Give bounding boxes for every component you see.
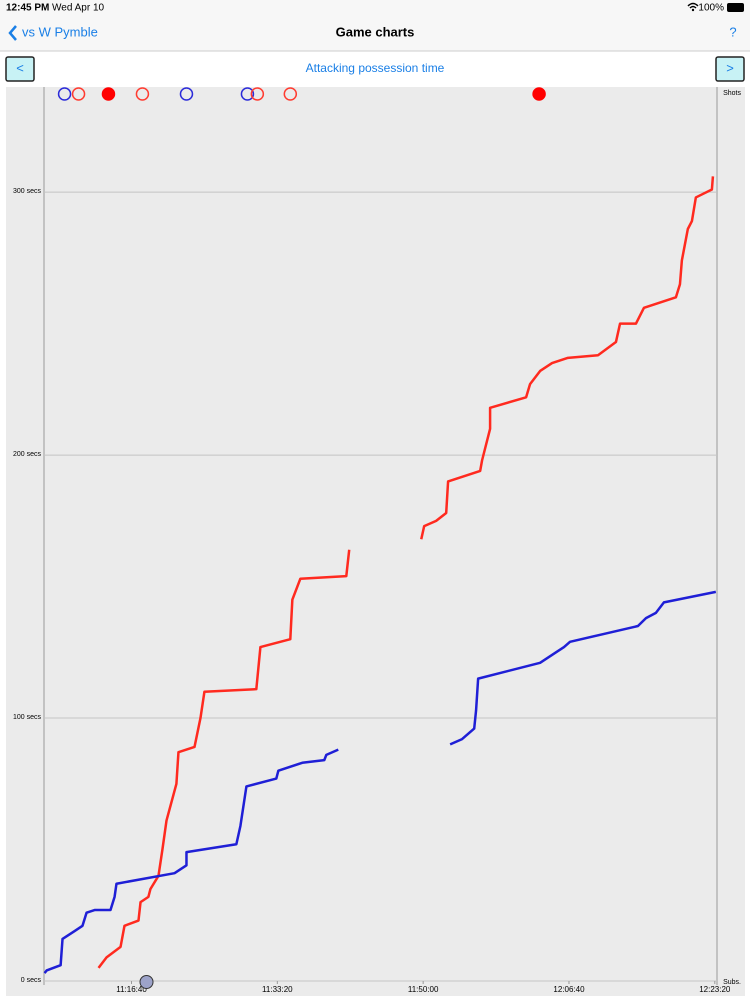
prev-button-bg[interactable] (5, 56, 35, 82)
next-button[interactable]: > (726, 60, 734, 75)
shot-marker (240, 87, 255, 101)
x-tick-label: 12:06:40 (553, 985, 585, 994)
shot-marker (135, 87, 150, 101)
y-tick-label: 200 secs (13, 451, 42, 458)
x-tick-label: 11:50:00 (408, 985, 439, 994)
header-bg (0, 0, 750, 51)
shot-marker (532, 87, 546, 101)
status-date: Wed Apr 10 (52, 3, 105, 14)
y-tick-label: 100 secs (13, 714, 42, 721)
wifi-dot (691, 8, 695, 12)
shots-label: Shots (723, 90, 741, 97)
back-chevron[interactable] (8, 25, 17, 41)
prev-button[interactable]: < (16, 60, 24, 75)
y-tick-label: 300 secs (13, 188, 42, 195)
help-button[interactable]: ? (729, 24, 736, 39)
x-tick-label: 11:33:20 (262, 985, 293, 994)
subs-label: Subs. (723, 979, 741, 986)
back-button[interactable]: vs W Pymble (22, 24, 98, 39)
x-tick-label: 11:16:40 (116, 985, 147, 994)
nav-title: Game charts (336, 24, 415, 39)
y-tick-label: 0 secs (21, 977, 42, 984)
series-line (97, 176, 715, 969)
status-time: 12:45 PM (6, 3, 49, 14)
battery-icon (727, 3, 744, 12)
wifi-icon (687, 2, 699, 9)
shot-marker (57, 87, 72, 101)
next-button-bg[interactable] (715, 56, 745, 82)
shot-marker (250, 87, 265, 101)
plot-bg (6, 87, 745, 996)
chart-title: Attacking possession time (306, 61, 445, 75)
shot-marker (71, 87, 86, 101)
status-battery: 100% (698, 3, 724, 14)
series-line (43, 590, 717, 974)
shot-marker (101, 87, 116, 101)
shot-marker (283, 87, 298, 101)
x-tick-label: 12:23:20 (699, 985, 731, 994)
sub-marker (139, 975, 154, 989)
shot-marker (179, 87, 194, 101)
